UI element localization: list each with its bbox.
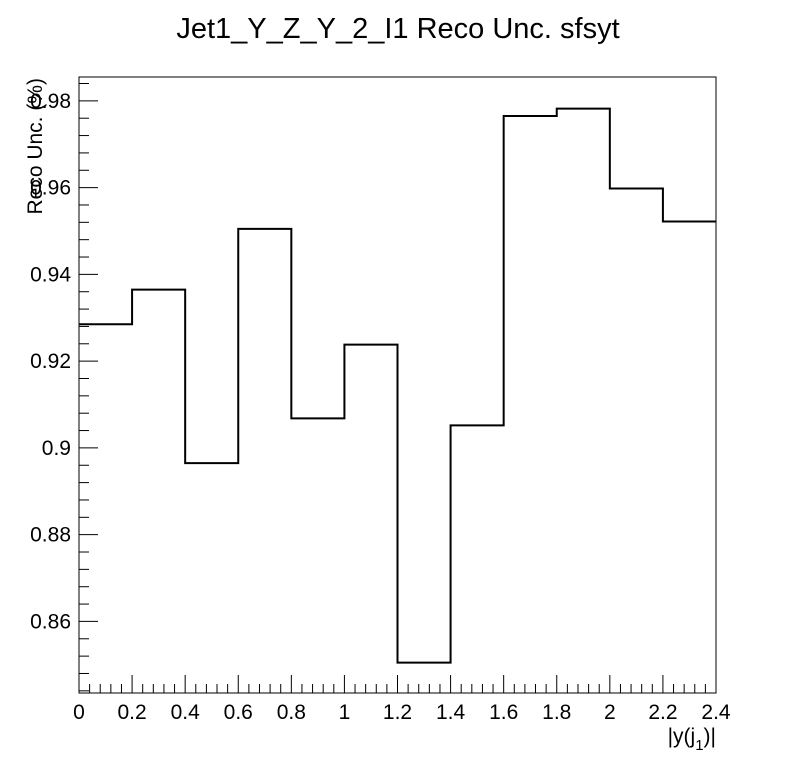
x-tick-label: 1.6 — [489, 701, 518, 724]
y-tick-label: 0.88 — [30, 524, 71, 547]
x-tick-label: 0.6 — [224, 701, 253, 724]
x-axis-ticks: 0 0.2 0.4 0.6 0.8 1 1.2 1.4 1.6 1.8 2 2.2 2.4 — [73, 675, 731, 724]
y-tick-label: 0.92 — [30, 350, 71, 373]
x-axis-label: |y(j1)| — [668, 725, 716, 754]
y-tick-label: 0.86 — [30, 610, 71, 633]
x-tick-label: 0.2 — [117, 701, 146, 724]
y-tick-label: 0.98 — [30, 90, 71, 113]
x-tick-label: 1 — [339, 701, 351, 724]
y-tick-label: 0.94 — [30, 263, 71, 286]
x-tick-label: 1.4 — [436, 701, 466, 724]
x-tick-label: 0.8 — [277, 701, 306, 724]
y-axis-label: Reco Unc. (%) — [24, 78, 47, 215]
series-step-line — [79, 107, 716, 664]
x-tick-label: 1.2 — [383, 701, 412, 724]
y-tick-label: 0.9 — [42, 437, 71, 460]
chart-title: Jet1_Y_Z_Y_2_I1 Reco Unc. sfsyt — [176, 13, 619, 45]
x-tick-label: 0 — [73, 701, 85, 724]
y-axis-ticks: 0.86 0.88 0.9 0.92 0.94 0.96 0.98 — [30, 83, 98, 692]
x-tick-label: 2.2 — [648, 701, 677, 724]
x-tick-label: 2.4 — [701, 701, 731, 724]
x-tick-label: 2 — [604, 701, 616, 724]
x-tick-label: 1.8 — [542, 701, 571, 724]
y-tick-label: 0.96 — [30, 177, 71, 200]
x-tick-label: 0.4 — [171, 701, 201, 724]
